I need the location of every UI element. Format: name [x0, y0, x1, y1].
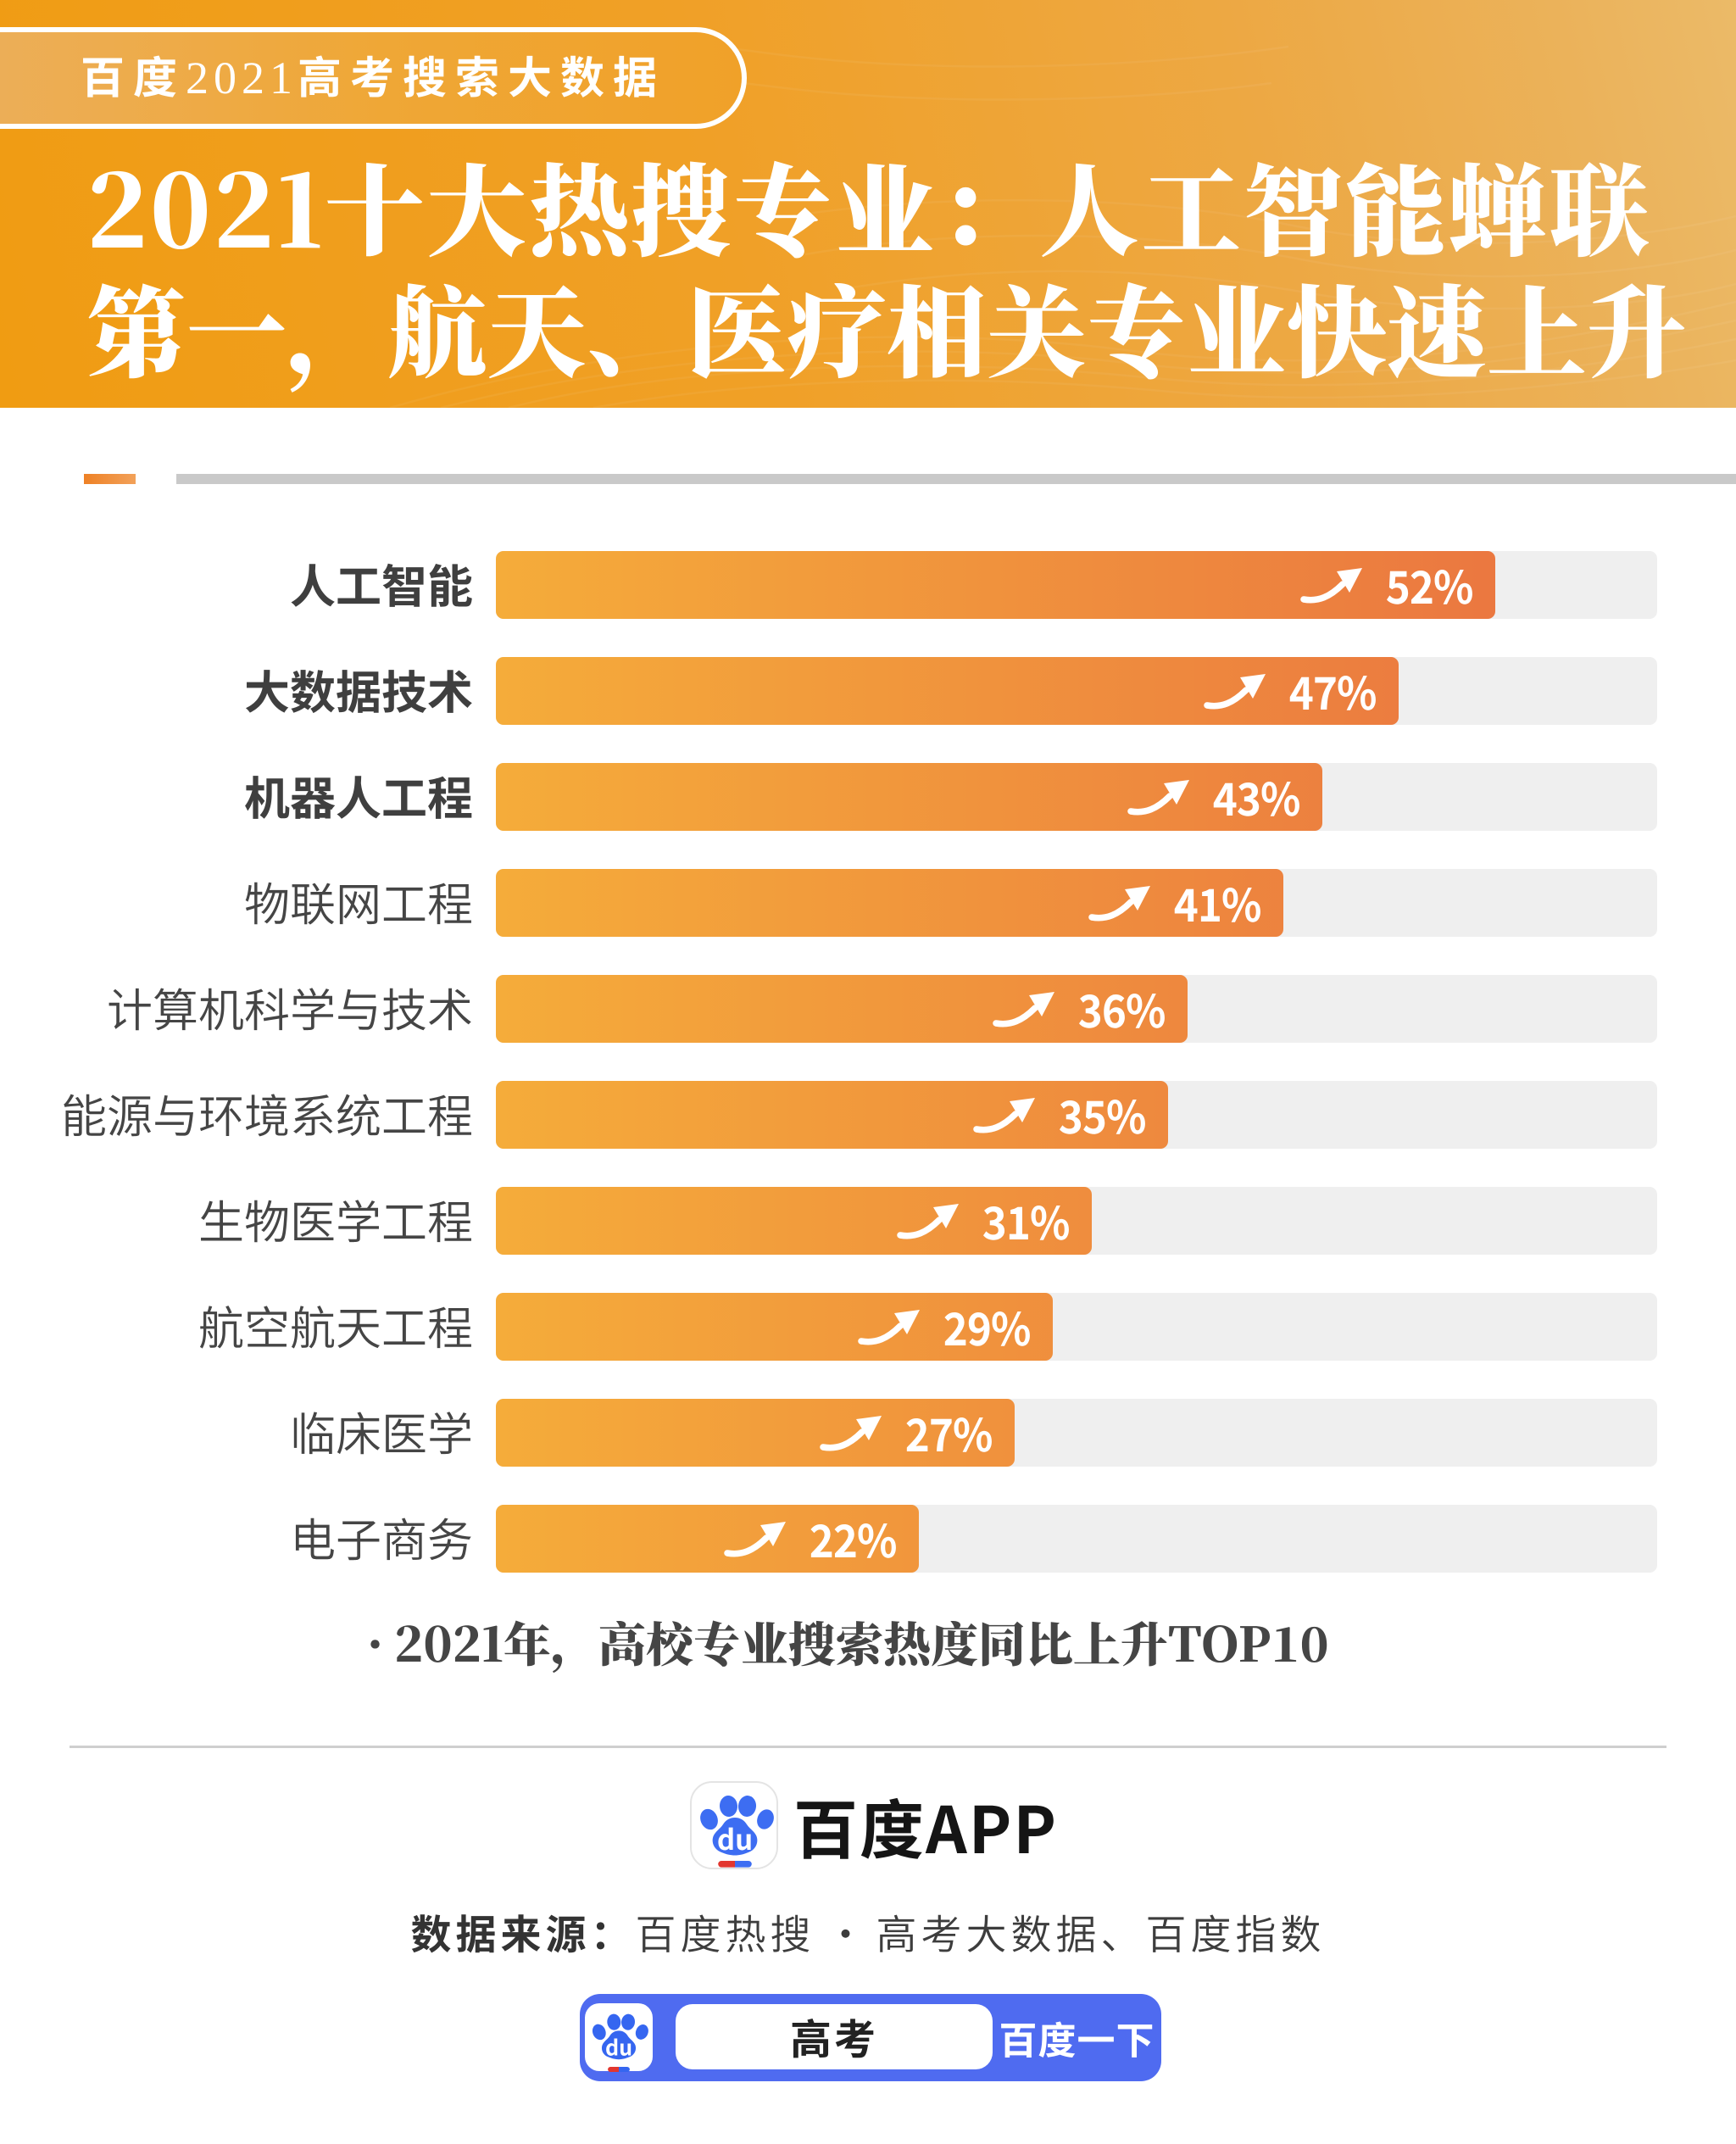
- svg-text:du: du: [605, 2031, 632, 2062]
- svg-text:du: du: [717, 1818, 753, 1858]
